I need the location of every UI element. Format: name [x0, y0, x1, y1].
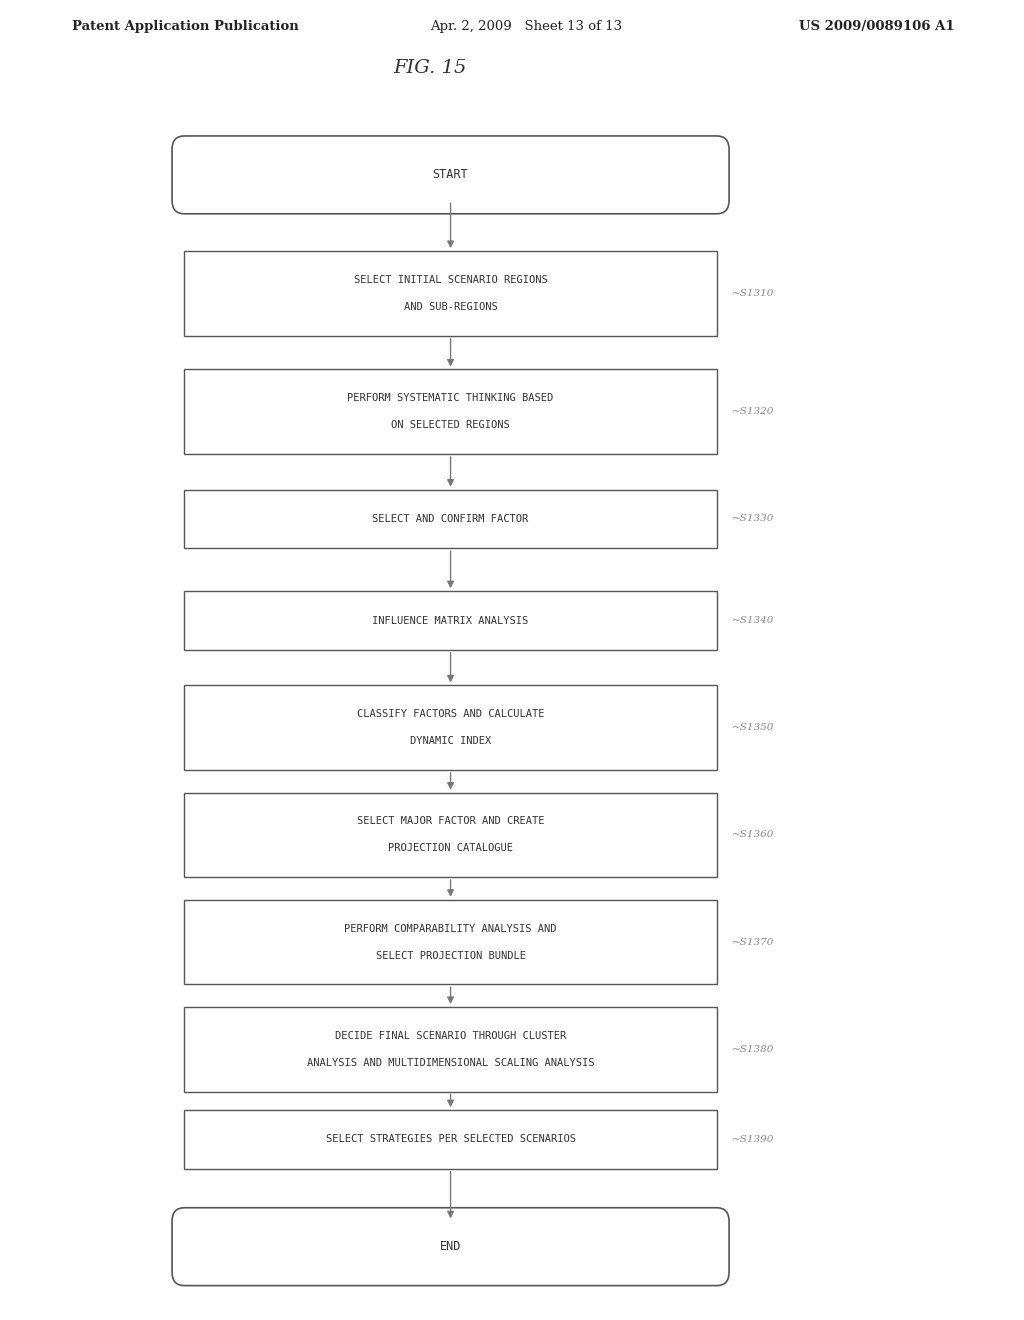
FancyBboxPatch shape — [172, 1208, 729, 1286]
Text: Apr. 2, 2009   Sheet 13 of 13: Apr. 2, 2009 Sheet 13 of 13 — [430, 20, 623, 33]
Text: SELECT PROJECTION BUNDLE: SELECT PROJECTION BUNDLE — [376, 950, 525, 961]
Text: PERFORM COMPARABILITY ANALYSIS AND: PERFORM COMPARABILITY ANALYSIS AND — [344, 924, 557, 933]
Text: SELECT STRATEGIES PER SELECTED SCENARIOS: SELECT STRATEGIES PER SELECTED SCENARIOS — [326, 1134, 575, 1144]
Text: SELECT AND CONFIRM FACTOR: SELECT AND CONFIRM FACTOR — [373, 513, 528, 524]
Text: END: END — [440, 1241, 461, 1253]
Text: ~S1330: ~S1330 — [732, 515, 774, 524]
FancyBboxPatch shape — [184, 591, 717, 649]
Text: PERFORM SYSTEMATIC THINKING BASED: PERFORM SYSTEMATIC THINKING BASED — [347, 393, 554, 403]
Text: ~S1310: ~S1310 — [732, 289, 774, 298]
FancyBboxPatch shape — [172, 136, 729, 214]
Text: DECIDE FINAL SCENARIO THROUGH CLUSTER: DECIDE FINAL SCENARIO THROUGH CLUSTER — [335, 1031, 566, 1040]
Text: PROJECTION CATALOGUE: PROJECTION CATALOGUE — [388, 843, 513, 854]
Text: ~S1370: ~S1370 — [732, 937, 774, 946]
FancyBboxPatch shape — [184, 685, 717, 770]
Text: INFLUENCE MATRIX ANALYSIS: INFLUENCE MATRIX ANALYSIS — [373, 615, 528, 626]
Text: ~S1340: ~S1340 — [732, 616, 774, 624]
Text: ~S1380: ~S1380 — [732, 1044, 774, 1053]
Text: US 2009/0089106 A1: US 2009/0089106 A1 — [799, 20, 954, 33]
Text: DYNAMIC INDEX: DYNAMIC INDEX — [410, 737, 492, 746]
FancyBboxPatch shape — [184, 370, 717, 454]
Text: ~S1360: ~S1360 — [732, 830, 774, 840]
FancyBboxPatch shape — [184, 900, 717, 985]
FancyBboxPatch shape — [184, 251, 717, 335]
FancyBboxPatch shape — [184, 1007, 717, 1092]
Text: ~S1320: ~S1320 — [732, 408, 774, 416]
Text: AND SUB-REGIONS: AND SUB-REGIONS — [403, 302, 498, 312]
Text: START: START — [433, 169, 468, 181]
Text: ~S1390: ~S1390 — [732, 1135, 774, 1144]
Text: ~S1350: ~S1350 — [732, 723, 774, 733]
Text: Patent Application Publication: Patent Application Publication — [72, 20, 298, 33]
Text: ANALYSIS AND MULTIDIMENSIONAL SCALING ANALYSIS: ANALYSIS AND MULTIDIMENSIONAL SCALING AN… — [307, 1057, 594, 1068]
FancyBboxPatch shape — [184, 1110, 717, 1168]
Text: SELECT MAJOR FACTOR AND CREATE: SELECT MAJOR FACTOR AND CREATE — [356, 816, 545, 826]
FancyBboxPatch shape — [184, 490, 717, 548]
Text: SELECT INITIAL SCENARIO REGIONS: SELECT INITIAL SCENARIO REGIONS — [353, 275, 548, 285]
Text: CLASSIFY FACTORS AND CALCULATE: CLASSIFY FACTORS AND CALCULATE — [356, 709, 545, 719]
FancyBboxPatch shape — [184, 792, 717, 878]
Text: ON SELECTED REGIONS: ON SELECTED REGIONS — [391, 420, 510, 430]
Text: FIG. 15: FIG. 15 — [393, 59, 467, 78]
